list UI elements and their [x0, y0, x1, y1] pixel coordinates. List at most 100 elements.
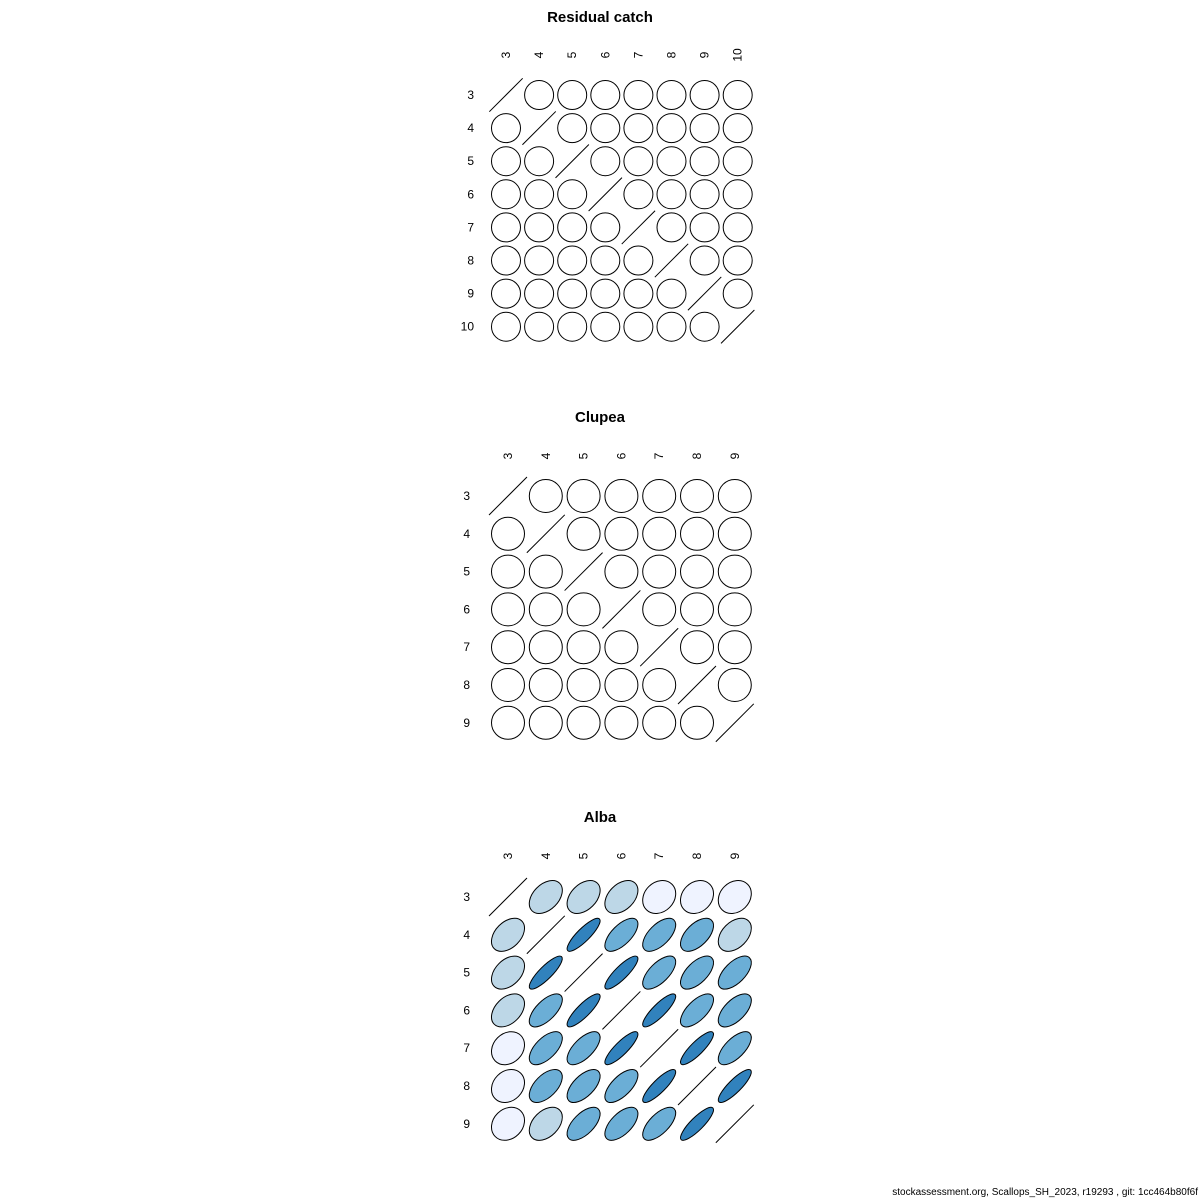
panel-title: Clupea: [575, 409, 626, 426]
diagonal-line: [639, 627, 679, 667]
correlation-ellipse: [656, 311, 687, 342]
diagonal-line: [555, 144, 590, 179]
correlation-ellipse: [524, 212, 555, 243]
correlation-ellipse: [679, 955, 714, 990]
correlation-ellipse: [642, 1106, 677, 1141]
correlation-ellipse: [590, 311, 621, 342]
correlation-ellipse: [642, 554, 677, 589]
row-label: 7: [463, 640, 470, 654]
diagonal-line: [677, 1066, 717, 1106]
correlation-ellipse: [491, 1068, 526, 1103]
correlation-ellipse: [491, 630, 525, 665]
correlation-ellipse: [590, 80, 621, 110]
diagonal-line: [488, 476, 528, 516]
correlation-ellipse: [642, 516, 677, 551]
correlation-ellipse: [491, 212, 521, 243]
diagonal-line: [602, 991, 641, 1030]
correlation-ellipse: [524, 179, 555, 210]
correlation-ellipse: [717, 478, 752, 513]
correlation-ellipse: [689, 212, 720, 243]
correlation-ellipse: [528, 592, 563, 627]
panel-clupea: Clupea 3 3 4 4 5 5 6 6 7 7 8 8 9 9: [463, 409, 755, 743]
correlation-ellipse: [680, 554, 714, 589]
column-label: 9: [728, 452, 742, 459]
correlation-ellipse: [566, 1106, 601, 1141]
diagonal-line: [564, 953, 603, 992]
correlation-ellipse: [590, 146, 621, 177]
column-label: 7: [652, 452, 666, 459]
correlation-ellipse: [491, 993, 526, 1028]
correlation-ellipse: [557, 278, 588, 309]
row-label: 5: [467, 154, 474, 168]
correlation-ellipse: [604, 554, 639, 589]
correlation-ellipse: [491, 955, 526, 990]
correlation-ellipse: [524, 278, 555, 309]
panel-title: Residual catch: [547, 9, 653, 26]
correlation-ellipse: [491, 245, 521, 276]
column-label: 7: [631, 51, 645, 58]
panel-title: Alba: [584, 809, 617, 826]
correlation-ellipse: [642, 705, 677, 740]
correlation-ellipse: [623, 278, 654, 309]
diagonal-line: [488, 877, 528, 917]
column-label: 8: [690, 852, 704, 859]
correlation-ellipse: [491, 179, 521, 210]
correlation-ellipse: [642, 479, 677, 513]
correlation-ellipse: [557, 113, 588, 144]
correlation-ellipse: [566, 1031, 601, 1066]
correlation-ellipse: [566, 516, 601, 551]
panel-residual-catch: Residual catch 3 3 4 4 5 5 6 6 7 7 8 8 9 9 10 10: [461, 9, 755, 344]
row-label: 3: [463, 489, 470, 503]
column-label: 10: [731, 48, 745, 62]
correlation-ellipse: [566, 630, 601, 665]
correlation-ellipse: [680, 479, 714, 513]
correlation-ellipse: [680, 1106, 715, 1141]
row-label: 7: [463, 1041, 470, 1055]
correlation-ellipse: [680, 630, 714, 665]
row-label: 9: [463, 1117, 470, 1131]
correlation-ellipse: [590, 278, 621, 309]
correlation-ellipse: [566, 668, 601, 702]
diagonal-line: [522, 111, 557, 146]
correlation-ellipse: [642, 1069, 677, 1104]
correlation-ellipse: [491, 516, 525, 551]
correlation-ellipse: [590, 113, 621, 144]
correlation-ellipse: [717, 993, 752, 1028]
row-label: 9: [467, 287, 474, 301]
correlation-ellipse: [717, 917, 752, 952]
diagonal-line: [602, 590, 641, 629]
row-label: 5: [463, 966, 470, 980]
correlation-ellipse: [680, 592, 714, 627]
column-label: 3: [501, 452, 515, 459]
correlation-ellipse: [557, 179, 588, 210]
column-label: 7: [652, 852, 666, 859]
correlation-ellipse: [528, 1106, 563, 1141]
column-label: 4: [532, 51, 546, 58]
diagonal-line: [687, 276, 722, 311]
correlation-ellipse: [689, 179, 720, 210]
correlation-ellipse: [528, 554, 563, 589]
correlation-ellipse: [491, 917, 526, 952]
row-label: 8: [463, 678, 470, 692]
correlation-ellipse: [623, 113, 654, 144]
correlation-ellipse: [604, 1069, 639, 1104]
correlation-ellipse: [528, 880, 563, 915]
correlation-ellipse: [717, 879, 752, 914]
row-label: 3: [463, 890, 470, 904]
correlation-ellipse: [689, 245, 720, 276]
correlation-ellipse: [623, 146, 654, 177]
correlation-ellipse: [528, 1031, 563, 1066]
correlation-ellipse: [642, 879, 677, 914]
correlation-ellipse: [557, 245, 588, 276]
diagonal-line: [526, 514, 566, 554]
correlation-ellipse: [491, 146, 521, 177]
correlation-ellipse: [557, 80, 588, 110]
column-label: 3: [501, 852, 515, 859]
correlation-ellipse: [491, 278, 521, 309]
row-label: 3: [467, 88, 474, 102]
correlation-ellipse: [722, 212, 753, 243]
correlation-ellipse: [491, 311, 521, 342]
correlation-ellipse: [524, 80, 555, 110]
column-label: 8: [690, 452, 704, 459]
column-label: 6: [598, 51, 612, 58]
